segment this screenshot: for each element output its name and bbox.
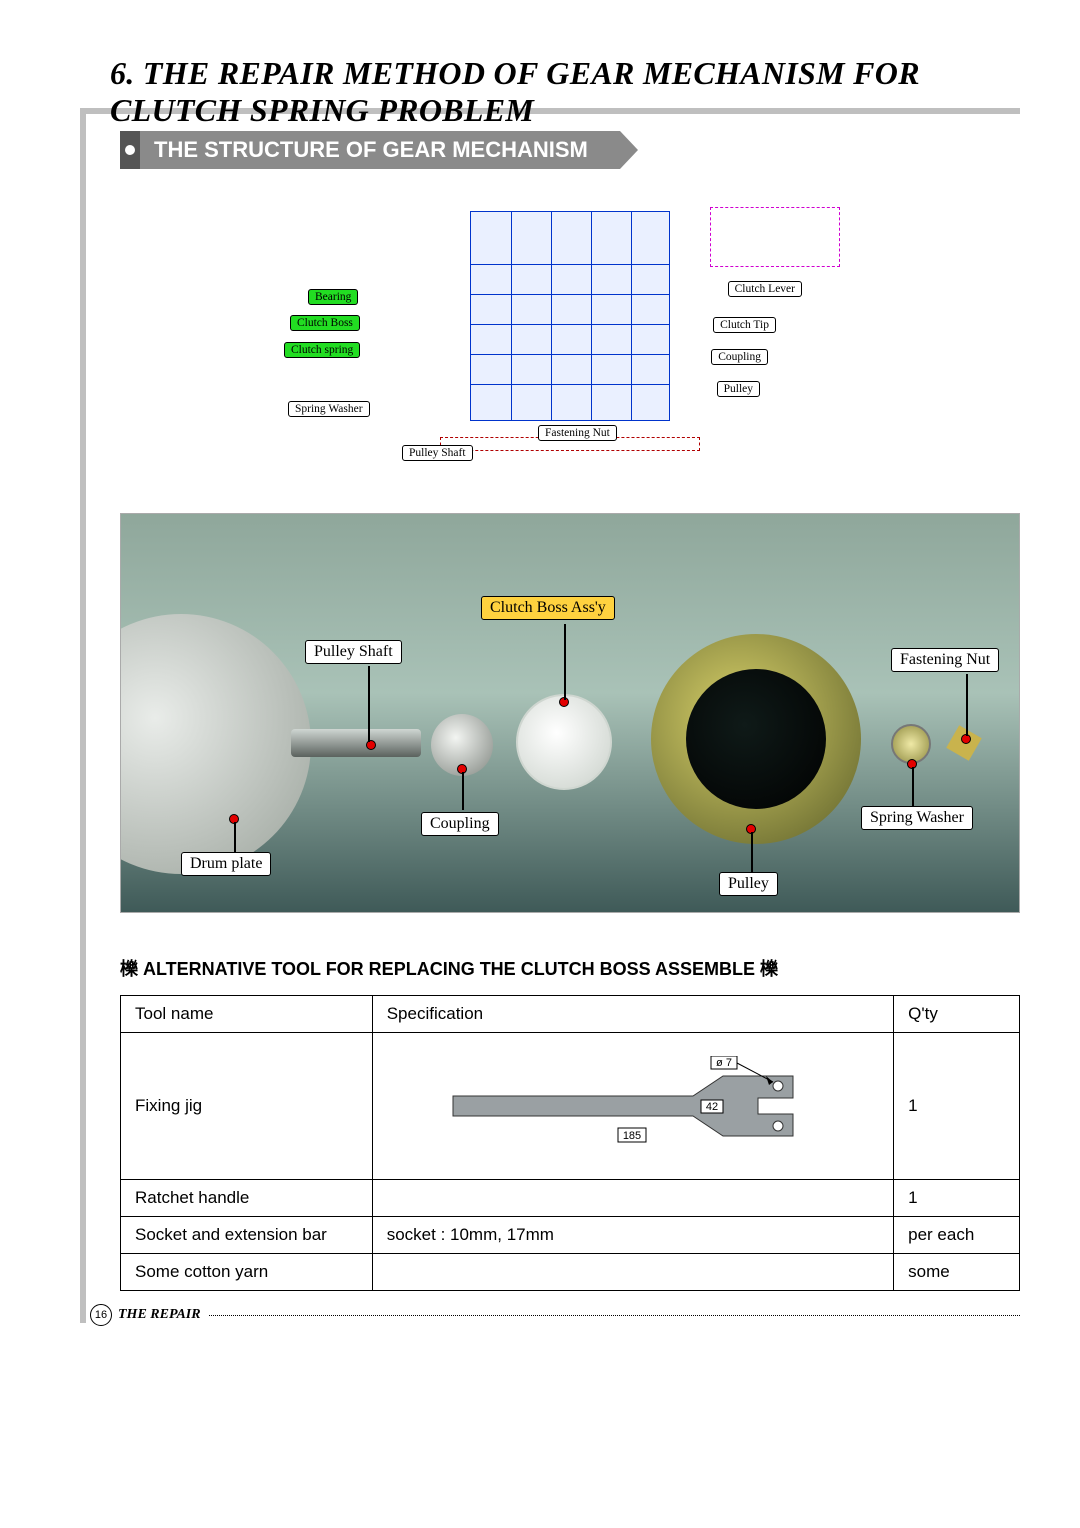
- photo-label-drum-plate: Drum plate: [181, 852, 271, 876]
- leader-line: [966, 674, 968, 736]
- tools-subheading: 櫟 ALTERNATIVE TOOL FOR REPLACING THE CLU…: [120, 955, 1020, 981]
- heading-suffix-glyph: 櫟: [755, 959, 778, 979]
- label-clutch-spring: Clutch spring: [284, 342, 360, 358]
- cell-tool: Some cotton yarn: [121, 1254, 373, 1291]
- leader-line: [462, 772, 464, 810]
- leader-line: [234, 822, 236, 852]
- photo-label-pulley: Pulley: [719, 872, 778, 896]
- fixing-jig-drawing: 185 42 ø 7: [387, 1041, 879, 1171]
- tools-heading-text: ALTERNATIVE TOOL FOR REPLACING THE CLUTC…: [143, 959, 755, 979]
- cell-qty: 1: [894, 1180, 1020, 1217]
- part-pulley-inner: [686, 669, 826, 809]
- table-row: Socket and extension bar socket : 10mm, …: [121, 1217, 1020, 1254]
- photo-label-fastening-nut: Fastening Nut: [891, 648, 999, 672]
- footer-dotted-rule: [209, 1315, 1020, 1316]
- dim-gap: 42: [706, 1101, 718, 1113]
- label-pulley: Pulley: [717, 381, 760, 397]
- schematic-core-block: [470, 211, 670, 421]
- part-spring-washer: [891, 724, 931, 764]
- cell-spec: [372, 1254, 893, 1291]
- part-drum-plate: [120, 614, 311, 874]
- photo-label-pulley-shaft: Pulley Shaft: [305, 640, 402, 664]
- label-bearing: Bearing: [308, 289, 358, 305]
- page-footer: 16 THE REPAIR: [90, 1304, 1020, 1326]
- cell-spec-image: 185 42 ø 7: [372, 1033, 893, 1180]
- photo-label-coupling: Coupling: [421, 812, 499, 836]
- cell-spec: socket : 10mm, 17mm: [372, 1217, 893, 1254]
- label-fastening-nut: Fastening Nut: [538, 425, 617, 441]
- leader-line: [368, 666, 370, 742]
- label-spring-washer: Spring Washer: [288, 401, 370, 417]
- cell-spec: [372, 1180, 893, 1217]
- label-coupling: Coupling: [711, 349, 768, 365]
- dim-length: 185: [623, 1130, 641, 1142]
- dim-hole: ø 7: [716, 1057, 732, 1069]
- photo-label-clutch-boss-assy: Clutch Boss Ass'y: [481, 596, 615, 620]
- gear-mechanism-schematic: Bearing Clutch Boss Clutch spring Spring…: [290, 197, 850, 477]
- leader-line: [564, 624, 566, 700]
- section-title: THE STRUCTURE OF GEAR MECHANISM: [140, 131, 620, 169]
- gear-mechanism-photo: Clutch Boss Ass'y Pulley Shaft Coupling …: [120, 513, 1020, 913]
- footer-section-name: THE REPAIR: [118, 1307, 201, 1323]
- tools-table: Tool name Specification Q'ty Fixing jig …: [120, 995, 1020, 1291]
- label-clutch-boss: Clutch Boss: [290, 315, 360, 331]
- part-clutch-boss-assy: [516, 694, 612, 790]
- cell-qty: 1: [894, 1033, 1020, 1180]
- cell-tool: Socket and extension bar: [121, 1217, 373, 1254]
- cell-qty: per each: [894, 1217, 1020, 1254]
- heading-prefix-glyph: 櫟: [120, 959, 143, 979]
- cell-tool: Fixing jig: [121, 1033, 373, 1180]
- page-content: THE STRUCTURE OF GEAR MECHANISM Bearing …: [120, 125, 1020, 1318]
- banner-bullet-icon: [120, 131, 140, 169]
- banner-arrow-icon: [620, 131, 638, 169]
- schematic-dash-block: [710, 207, 840, 267]
- side-rule: [80, 108, 86, 1323]
- col-spec: Specification: [372, 996, 893, 1033]
- table-row: Ratchet handle 1: [121, 1180, 1020, 1217]
- section-banner: THE STRUCTURE OF GEAR MECHANISM: [120, 131, 1020, 169]
- label-clutch-lever: Clutch Lever: [728, 281, 802, 297]
- jig-svg: 185 42 ø 7: [443, 1056, 823, 1156]
- label-clutch-tip: Clutch Tip: [713, 317, 776, 333]
- cell-qty: some: [894, 1254, 1020, 1291]
- table-row: Fixing jig 185 42 ø 7: [121, 1033, 1020, 1180]
- part-pulley-shaft: [291, 729, 421, 757]
- col-qty: Q'ty: [894, 996, 1020, 1033]
- leader-line: [751, 832, 753, 872]
- photo-label-spring-washer: Spring Washer: [861, 806, 973, 830]
- cell-tool: Ratchet handle: [121, 1180, 373, 1217]
- page-title: 6. THE REPAIR METHOD OF GEAR MECHANISM F…: [110, 55, 1020, 135]
- table-row: Some cotton yarn some: [121, 1254, 1020, 1291]
- leader-line: [912, 767, 914, 807]
- col-tool-name: Tool name: [121, 996, 373, 1033]
- label-pulley-shaft: Pulley Shaft: [402, 445, 473, 461]
- page-number: 16: [90, 1304, 112, 1326]
